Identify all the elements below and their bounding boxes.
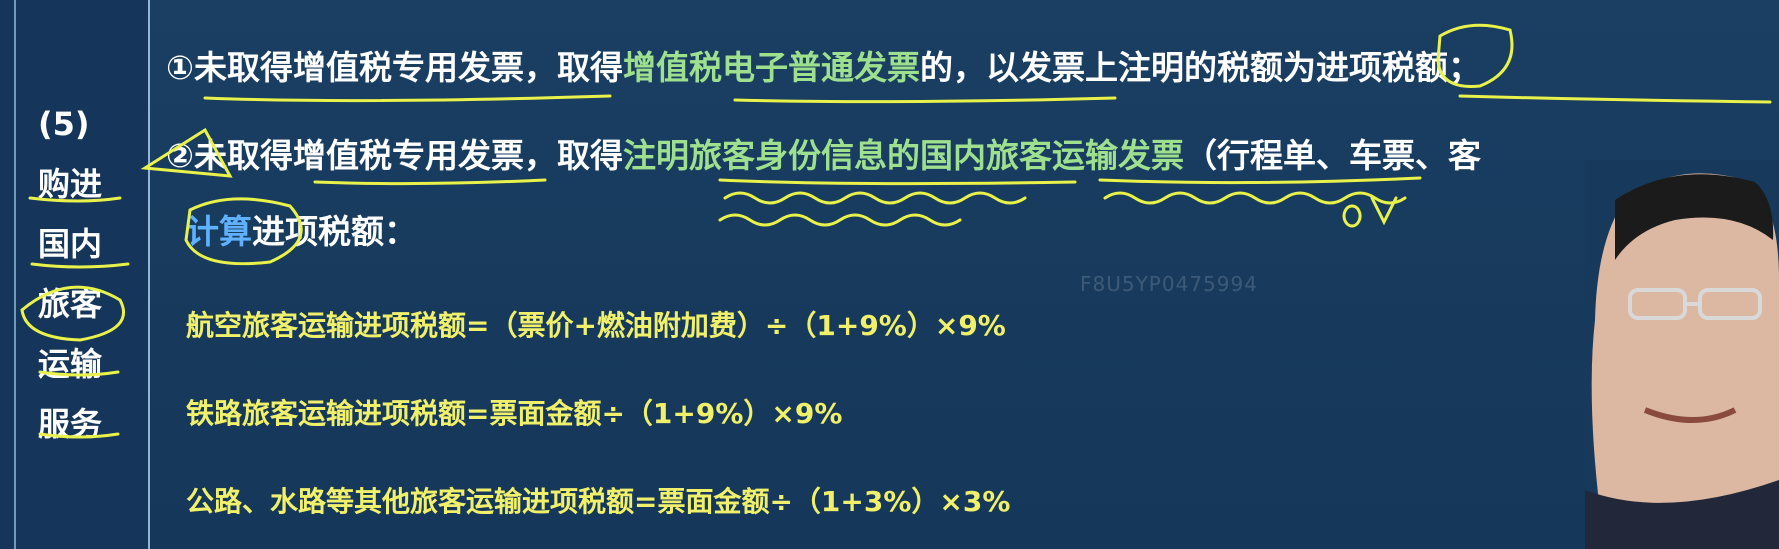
underline-stroke	[733, 96, 1117, 104]
sidebar-underline	[38, 370, 120, 377]
circle-mark	[184, 197, 303, 266]
sidebar-underline	[28, 196, 122, 203]
sidebar-item-yunshu: 运输	[38, 345, 103, 383]
circled-number-2: ②	[166, 136, 194, 175]
keyword-calculate: 计算	[186, 212, 252, 251]
triangle-mark	[140, 127, 233, 178]
rule-line-3: 计算进项税额：	[186, 210, 417, 254]
squiggle-mark	[723, 191, 1027, 205]
text-segment: 增值税专用发票	[292, 48, 524, 87]
sidebar-item-lvke: 旅客	[38, 285, 103, 323]
sidebar-underline	[30, 262, 130, 269]
highlight-travel-invoice: 注明旅客身份信息的国内旅客运输发票	[622, 136, 1184, 175]
text-segment: ，取得	[523, 136, 623, 175]
text-segment: （行程单、车票、客	[1183, 136, 1481, 175]
sidebar-rail	[14, 0, 16, 549]
slide-content: ①未取得增值税专用发票，取得增值税电子普通发票的，以发票上注明的税额为进项税额；…	[150, 0, 1779, 549]
squiggle-mark	[1103, 191, 1407, 205]
watermark: F8U5YP0475994	[1080, 272, 1258, 296]
underline-stroke	[1458, 94, 1772, 104]
ov-mark-v	[1370, 196, 1398, 226]
underline-stroke	[1098, 176, 1422, 185]
formula-rail: 铁路旅客运输进项税额=票面金额÷（1+9%）×9%	[186, 397, 843, 430]
rule-line-1: ①未取得增值税专用发票，取得增值税电子普通发票的，以发票上注明的税额为进项税额；	[166, 46, 1481, 90]
highlight-invoice-type: 增值税电子普通发票	[622, 48, 920, 87]
text-segment: 的，以发票上注明的	[919, 48, 1217, 87]
rule-line-2: ②未取得增值税专用发票，取得注明旅客身份信息的国内旅客运输发票（行程单、车票、客	[166, 134, 1481, 178]
text-segment: 未取得	[193, 48, 293, 87]
formula-road-water: 公路、水路等其他旅客运输进项税额=票面金额÷（1+3%）×3%	[186, 485, 1011, 518]
sidebar: (5) 购进 国内 旅客 运输 服务	[0, 0, 150, 549]
text-segment: 进项税额：	[252, 212, 417, 251]
formula-air: 航空旅客运输进项税额=（票价+燃油附加费）÷（1+9%）×9%	[186, 309, 1006, 342]
text-segment: 税额为进项税额	[1216, 48, 1448, 87]
squiggle-mark	[718, 213, 962, 227]
underline-stroke	[203, 94, 612, 103]
text-segment: ，取得	[523, 48, 623, 87]
sidebar-item-guonei: 国内	[38, 225, 103, 263]
text-segment: ；	[1447, 48, 1481, 87]
circled-number-1: ①	[166, 48, 194, 87]
underline-stroke	[718, 178, 1077, 186]
sidebar-circle	[20, 285, 126, 342]
ov-mark-o	[1342, 204, 1362, 228]
circle-mark	[1436, 23, 1514, 88]
text-segment: 增值税专用发票	[292, 136, 524, 175]
sidebar-number: (5)	[38, 105, 90, 143]
underline-stroke	[313, 178, 547, 186]
sidebar-underline	[38, 432, 120, 439]
sidebar-item-goujin: 购进	[38, 165, 103, 203]
presenter-video	[1585, 160, 1779, 549]
